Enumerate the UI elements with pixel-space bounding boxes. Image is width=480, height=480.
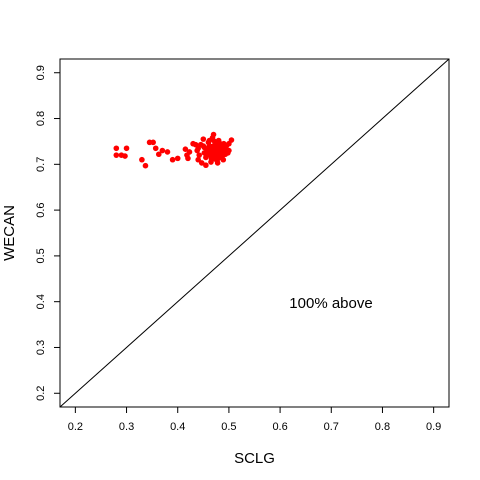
- data-point: [206, 137, 213, 144]
- annotation-text: 100% above: [289, 295, 372, 312]
- data-point: [159, 147, 166, 154]
- data-point: [195, 156, 201, 163]
- data-point: [169, 156, 176, 163]
- y-tick-label: 0.5: [35, 248, 47, 263]
- reference-line-layer: [59, 58, 450, 408]
- data-point: [201, 144, 208, 151]
- y-tick-label: 0.8: [35, 111, 47, 126]
- data-point: [226, 147, 232, 154]
- x-tick-label: 0.4: [170, 421, 185, 433]
- x-tick-label: 0.9: [426, 421, 441, 433]
- data-point: [139, 156, 145, 163]
- data-point: [113, 145, 120, 152]
- x-tick-label: 0.3: [119, 421, 134, 433]
- x-axis: 0.2 0.3 0.4 0.5 0.6 0.7 0.8 0.9: [68, 407, 441, 433]
- x-axis-label: SCLG: [234, 450, 275, 467]
- data-point: [182, 146, 189, 153]
- data-point: [164, 149, 171, 155]
- data-point: [203, 162, 209, 169]
- x-tick-label: 0.5: [221, 421, 236, 433]
- data-point: [211, 138, 218, 145]
- data-point: [198, 160, 205, 166]
- data-point: [174, 155, 181, 162]
- y-tick-label: 0.6: [35, 202, 47, 217]
- y-tick-label: 0.4: [35, 294, 47, 309]
- y-axis: 0.2 0.3 0.4 0.5 0.6 0.7 0.8 0.9: [35, 65, 60, 401]
- data-point: [228, 137, 235, 143]
- data-point: [123, 145, 130, 152]
- y-tick-label: 0.9: [35, 65, 47, 80]
- x-tick-label: 0.6: [272, 421, 287, 433]
- data-point: [208, 156, 215, 162]
- y-tick-label: 0.3: [35, 340, 47, 355]
- data-point: [186, 149, 193, 155]
- data-point: [113, 152, 120, 158]
- data-point: [196, 152, 203, 158]
- x-tick-label: 0.8: [375, 421, 390, 433]
- data-point: [150, 139, 156, 146]
- data-point: [222, 151, 229, 158]
- data-point: [210, 131, 217, 138]
- data-point: [200, 136, 207, 142]
- x-tick-label: 0.2: [68, 421, 83, 433]
- x-tick-label: 0.7: [324, 421, 339, 433]
- reference-line: [59, 58, 450, 408]
- data-point: [194, 147, 200, 154]
- data-point: [185, 155, 191, 162]
- plot-frame: [59, 58, 450, 408]
- data-points: [113, 131, 235, 169]
- data-point: [217, 140, 224, 147]
- y-tick-label: 0.2: [35, 386, 47, 401]
- data-point: [214, 157, 220, 164]
- y-axis-label: WECAN: [1, 205, 18, 261]
- data-point: [152, 145, 159, 152]
- data-point: [122, 153, 128, 159]
- data-point: [155, 151, 162, 158]
- data-point: [142, 162, 149, 169]
- y-tick-label: 0.7: [35, 157, 47, 172]
